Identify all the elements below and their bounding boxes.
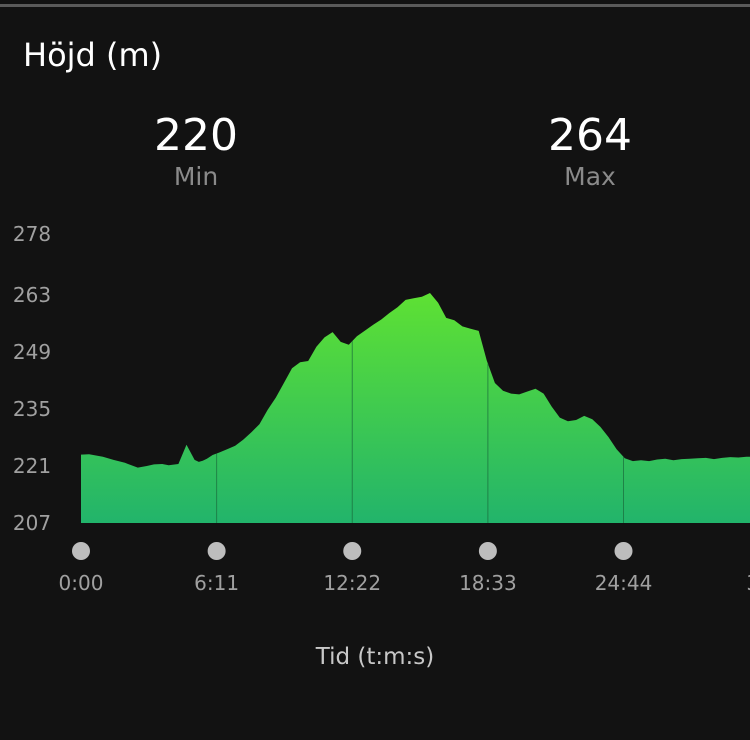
x-tick-label: 18:33 xyxy=(459,571,517,595)
x-tick-marker[interactable] xyxy=(614,542,633,560)
x-tick-label: 24:44 xyxy=(595,571,653,595)
y-tick-label: 207 xyxy=(13,511,51,535)
y-axis: 278 263 249 235 221 207 xyxy=(13,222,51,535)
max-label: Max xyxy=(564,162,616,191)
min-label: Min xyxy=(173,162,219,191)
x-tick-label: 12:22 xyxy=(323,571,381,595)
min-stat: 220 Min xyxy=(96,110,296,192)
top-divider xyxy=(0,4,750,7)
max-value: 264 xyxy=(548,110,632,161)
x-tick-marker[interactable] xyxy=(478,542,497,560)
max-stat: 264 Max xyxy=(490,110,690,192)
elevation-area xyxy=(81,293,750,523)
x-tick-marker[interactable] xyxy=(72,542,90,560)
x-axis: 0:00 6:11 12:22 18:33 24:44 30 xyxy=(59,542,750,595)
x-tick-label: 30 xyxy=(746,571,750,595)
x-tick-marker[interactable] xyxy=(207,542,226,560)
x-tick-marker[interactable] xyxy=(343,542,362,560)
chart-title: Höjd (m) xyxy=(23,36,163,74)
min-value: 220 xyxy=(154,110,238,161)
y-tick-label: 235 xyxy=(13,397,51,421)
y-tick-label: 278 xyxy=(13,222,51,246)
y-tick-label: 249 xyxy=(13,340,51,364)
y-tick-label: 221 xyxy=(13,454,51,478)
elevation-area-group xyxy=(81,293,750,523)
x-tick-label: 0:00 xyxy=(59,571,104,595)
x-tick-label: 6:11 xyxy=(194,571,239,595)
x-axis-title: Tid (t:m:s) xyxy=(315,644,435,670)
y-tick-label: 263 xyxy=(13,283,51,307)
